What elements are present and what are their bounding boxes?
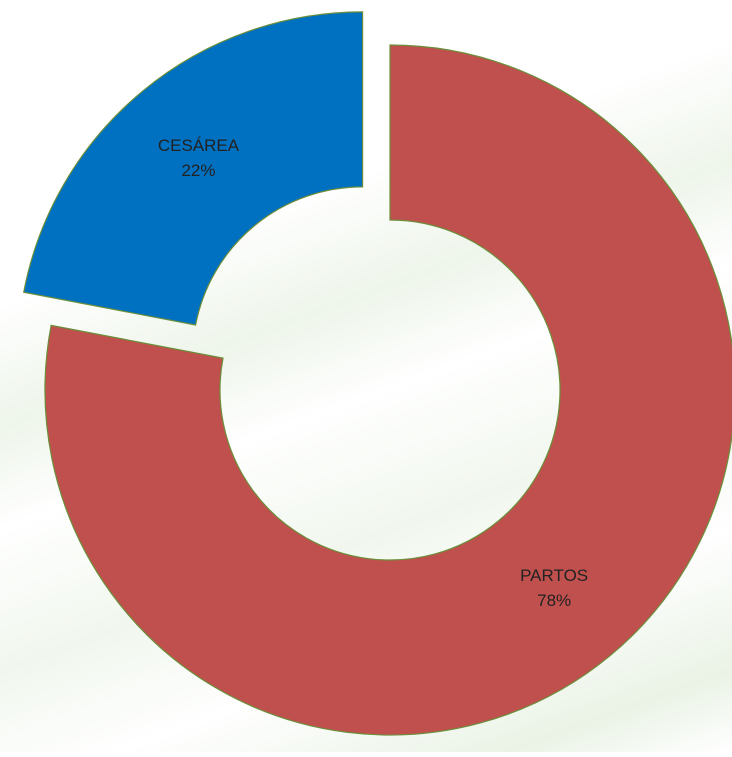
slice-value-label: 78% <box>537 591 571 610</box>
slice-value-label: 22% <box>181 161 215 180</box>
slice <box>22 11 364 326</box>
slice-category: PARTOS <box>520 566 588 585</box>
slice-category: CESÁREA <box>158 136 240 155</box>
slice <box>44 44 732 736</box>
